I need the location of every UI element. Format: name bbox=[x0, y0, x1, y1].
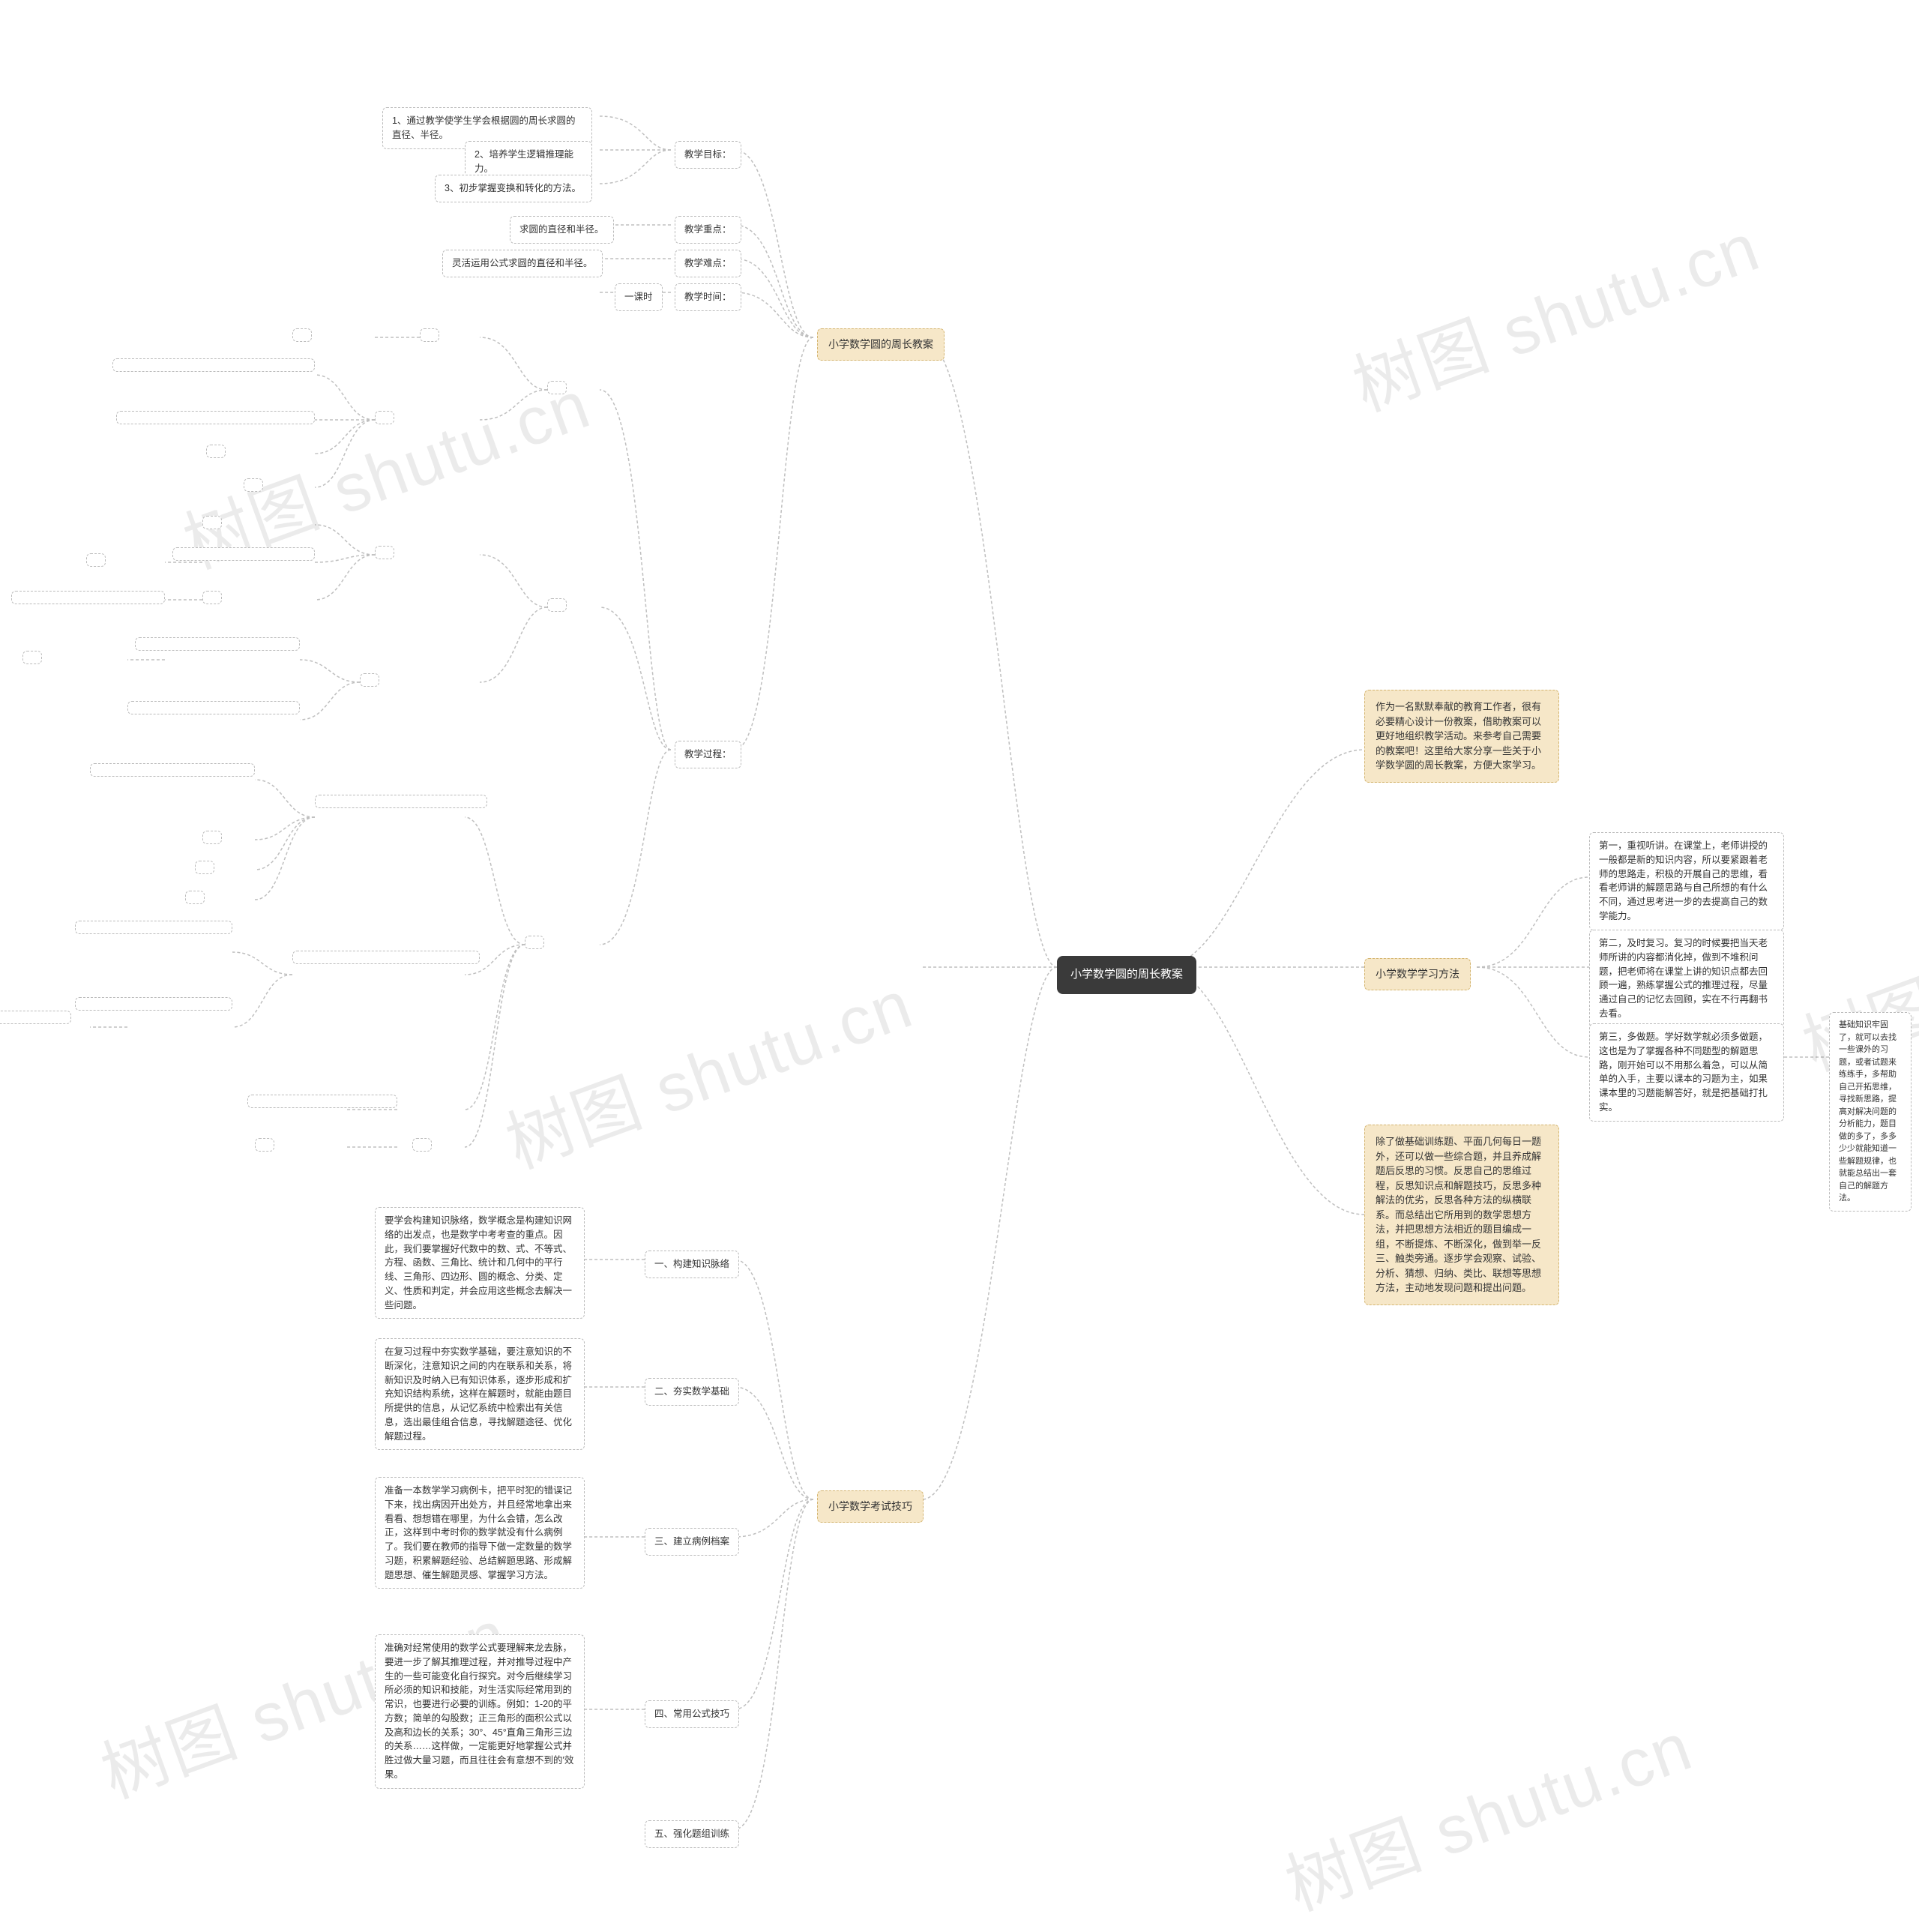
s1-i1v bbox=[292, 328, 312, 342]
goals-title: 教学目标： bbox=[675, 141, 741, 169]
exam-4t: 四、常用公式技巧 bbox=[645, 1700, 739, 1728]
exam-4d: 准确对经常使用的数学公式要理解来龙去脉，要进一步了解其推理过程，并对推导过程中产… bbox=[375, 1634, 585, 1789]
s2-i1-a bbox=[202, 516, 222, 529]
lesson-title: 小学数学圆的周长教案 bbox=[817, 328, 945, 361]
difficulty: 灵活运用公式求圆的直径和半径。 bbox=[442, 250, 603, 277]
s3-i2 bbox=[292, 951, 480, 964]
s1-i2-c bbox=[206, 445, 226, 458]
s3-title bbox=[525, 936, 544, 949]
s1-i2-d bbox=[244, 478, 263, 492]
watermark: 树图 shutu.cn bbox=[1271, 1692, 1703, 1929]
s1-i2 bbox=[375, 411, 394, 424]
goal-3: 3、初步掌握变换和转化的方法。 bbox=[435, 175, 592, 202]
s3-hwv bbox=[255, 1138, 274, 1152]
method-2: 第二，及时复习。复习的时候要把当天老师所讲的内容都消化掉，做到不堆积问题，把老师… bbox=[1589, 930, 1784, 1028]
exam-title: 小学数学考试技巧 bbox=[817, 1490, 924, 1523]
s3-i1-d bbox=[185, 891, 205, 904]
s2-i1-d bbox=[202, 591, 222, 604]
s1-title bbox=[547, 381, 567, 394]
exam-1t: 一、构建知识脉络 bbox=[645, 1251, 739, 1278]
s3-i2-a bbox=[75, 921, 232, 934]
s3-i1-c bbox=[195, 861, 214, 874]
s3-i3 bbox=[247, 1095, 397, 1108]
process-title: 教学过程： bbox=[675, 741, 741, 768]
s2-i2 bbox=[360, 673, 379, 687]
method-3: 第三，多做题。学好数学就必须多做题，这也是为了掌握各种不同题型的解题思路，刚开始… bbox=[1589, 1023, 1784, 1122]
exam-1d: 要学会构建知识脉络，数学概念是构建知识网络的出发点，也是数学中考考查的重点。因此… bbox=[375, 1207, 585, 1319]
s2-title bbox=[547, 598, 567, 612]
watermark: 树图 shutu.cn bbox=[1338, 193, 1771, 430]
exam-3d: 准备一本数学学习病例卡，把平时犯的错误记下来，找出病因开出处方，并且经常地拿出来… bbox=[375, 1477, 585, 1589]
s1-i2-a bbox=[112, 358, 315, 372]
watermark: 树图 shutu.cn bbox=[491, 950, 924, 1187]
s2-i1-c bbox=[86, 553, 106, 567]
s3-i2-b bbox=[75, 997, 232, 1011]
exam-2t: 二、夯实数学基础 bbox=[645, 1378, 739, 1406]
s1-i2-b bbox=[116, 411, 315, 424]
intro-text: 作为一名默默奉献的教育工作者，很有必要精心设计一份教案，借助教案可以更好地组织教… bbox=[1364, 690, 1559, 783]
s2-i1-e bbox=[11, 591, 165, 604]
methods-title: 小学数学学习方法 bbox=[1364, 958, 1471, 990]
s2-i1-b bbox=[172, 547, 315, 561]
time: 一课时 bbox=[615, 283, 663, 311]
s2-i2-a2 bbox=[22, 651, 42, 664]
exam-2d: 在复习过程中夯实数学基础，要注意知识的不断深化，注意知识之间的内在联系和关系，将… bbox=[375, 1338, 585, 1450]
s3-hw bbox=[412, 1138, 432, 1152]
s3-i2-c bbox=[0, 1011, 71, 1024]
time-title: 教学时间： bbox=[675, 283, 741, 311]
s2-i2-b bbox=[127, 701, 300, 714]
outro-text: 除了做基础训练题、平面几何每日一题外，还可以做一些综合题，并且养成解题后反思的习… bbox=[1364, 1125, 1559, 1305]
s1-i1 bbox=[420, 328, 439, 342]
s3-i1-a bbox=[90, 763, 255, 777]
s3-i1 bbox=[315, 795, 487, 808]
exam-5t: 五、强化题组训练 bbox=[645, 1820, 739, 1848]
method-1: 第一，重视听讲。在课堂上，老师讲授的一般都是新的知识内容，所以要紧跟着老师的思路… bbox=[1589, 832, 1784, 930]
s2-i2-a bbox=[135, 637, 300, 651]
exam-3t: 三、建立病例档案 bbox=[645, 1528, 739, 1556]
method-3-side: 基础知识牢固了，就可以去找一些课外的习题，或者试题来练练手，多帮助自己开拓思维，… bbox=[1829, 1012, 1912, 1212]
focus-title: 教学重点： bbox=[675, 216, 741, 244]
difficulty-title: 教学难点： bbox=[675, 250, 741, 277]
s3-i1-b bbox=[202, 831, 222, 844]
focus: 求圆的直径和半径。 bbox=[510, 216, 614, 244]
s2-i1 bbox=[375, 546, 394, 559]
center-node: 小学数学圆的周长教案 bbox=[1057, 956, 1196, 994]
